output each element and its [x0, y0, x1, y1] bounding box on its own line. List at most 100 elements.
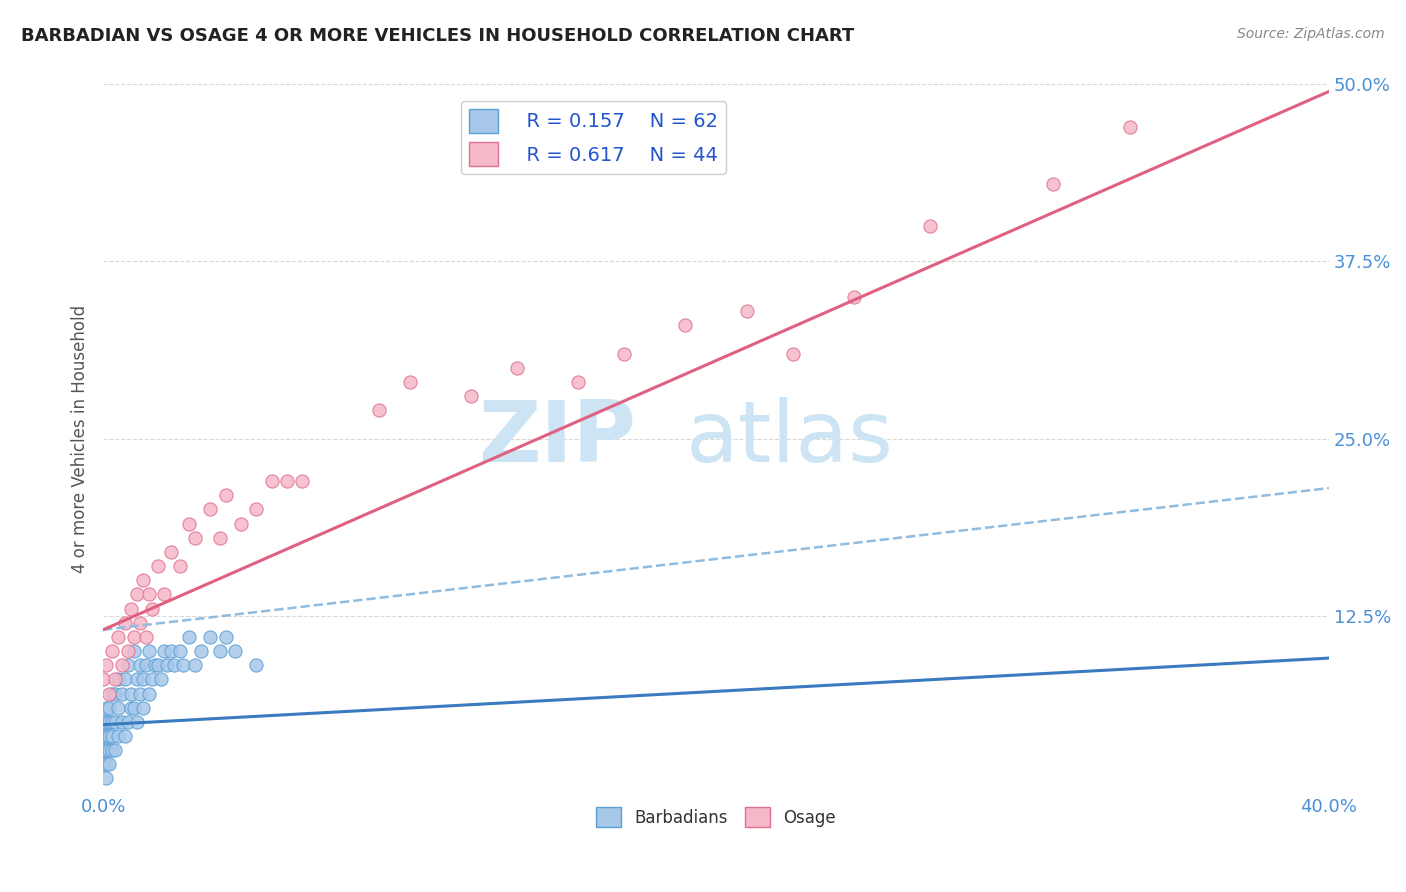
Point — [96, 772, 118, 786]
Point — [91, 714, 114, 729]
Point — [184, 658, 207, 673]
Point — [117, 644, 139, 658]
Point — [98, 729, 121, 743]
Point — [98, 743, 121, 757]
Point — [673, 318, 696, 333]
Point — [101, 644, 124, 658]
Point — [229, 516, 252, 531]
Point — [172, 658, 194, 673]
Legend: Barbadians, Osage: Barbadians, Osage — [589, 800, 842, 834]
Point — [567, 375, 589, 389]
Text: BARBADIAN VS OSAGE 4 OR MORE VEHICLES IN HOUSEHOLD CORRELATION CHART: BARBADIAN VS OSAGE 4 OR MORE VEHICLES IN… — [21, 27, 855, 45]
Point — [169, 559, 191, 574]
Point — [122, 644, 145, 658]
Point — [91, 673, 114, 687]
Point — [96, 743, 118, 757]
Point — [245, 658, 267, 673]
Point — [110, 686, 132, 700]
Point — [842, 290, 865, 304]
Point — [98, 686, 121, 700]
Point — [125, 673, 148, 687]
Point — [117, 658, 139, 673]
Point — [132, 700, 155, 714]
Point — [162, 658, 184, 673]
Point — [260, 474, 283, 488]
Point — [208, 644, 231, 658]
Point — [122, 630, 145, 644]
Point — [143, 658, 166, 673]
Point — [200, 502, 222, 516]
Point — [398, 375, 420, 389]
Point — [96, 700, 118, 714]
Point — [150, 673, 173, 687]
Point — [148, 559, 170, 574]
Point — [920, 219, 942, 233]
Point — [735, 304, 758, 318]
Point — [96, 757, 118, 772]
Point — [208, 531, 231, 545]
Point — [101, 686, 124, 700]
Point — [177, 516, 200, 531]
Point — [215, 488, 238, 502]
Point — [129, 615, 152, 630]
Point — [120, 601, 142, 615]
Point — [135, 658, 157, 673]
Point — [98, 714, 121, 729]
Y-axis label: 4 or more Vehicles in Household: 4 or more Vehicles in Household — [72, 304, 89, 573]
Point — [184, 531, 207, 545]
Point — [506, 360, 529, 375]
Point — [114, 673, 136, 687]
Point — [104, 714, 127, 729]
Point — [1118, 120, 1140, 134]
Point — [782, 346, 804, 360]
Point — [107, 729, 129, 743]
Point — [177, 630, 200, 644]
Point — [96, 714, 118, 729]
Text: Source: ZipAtlas.com: Source: ZipAtlas.com — [1237, 27, 1385, 41]
Point — [367, 403, 389, 417]
Point — [132, 673, 155, 687]
Point — [1042, 177, 1064, 191]
Point — [159, 545, 181, 559]
Point — [613, 346, 636, 360]
Point — [91, 729, 114, 743]
Point — [132, 573, 155, 587]
Point — [245, 502, 267, 516]
Point — [117, 714, 139, 729]
Point — [129, 686, 152, 700]
Point — [460, 389, 482, 403]
Point — [122, 700, 145, 714]
Point — [91, 743, 114, 757]
Point — [104, 743, 127, 757]
Point — [107, 700, 129, 714]
Point — [148, 658, 170, 673]
Point — [169, 644, 191, 658]
Point — [114, 615, 136, 630]
Point — [110, 658, 132, 673]
Point — [141, 601, 163, 615]
Point — [156, 658, 179, 673]
Point — [110, 714, 132, 729]
Point — [153, 587, 176, 601]
Point — [215, 630, 238, 644]
Point — [224, 644, 246, 658]
Point — [107, 673, 129, 687]
Point — [107, 630, 129, 644]
Point — [101, 743, 124, 757]
Point — [98, 757, 121, 772]
Point — [96, 658, 118, 673]
Point — [138, 686, 160, 700]
Point — [101, 729, 124, 743]
Point — [101, 714, 124, 729]
Point — [138, 587, 160, 601]
Point — [125, 714, 148, 729]
Point — [159, 644, 181, 658]
Text: ZIP: ZIP — [478, 397, 637, 480]
Point — [91, 757, 114, 772]
Point — [153, 644, 176, 658]
Text: atlas: atlas — [686, 397, 893, 480]
Point — [129, 658, 152, 673]
Point — [98, 700, 121, 714]
Point — [114, 729, 136, 743]
Point — [96, 729, 118, 743]
